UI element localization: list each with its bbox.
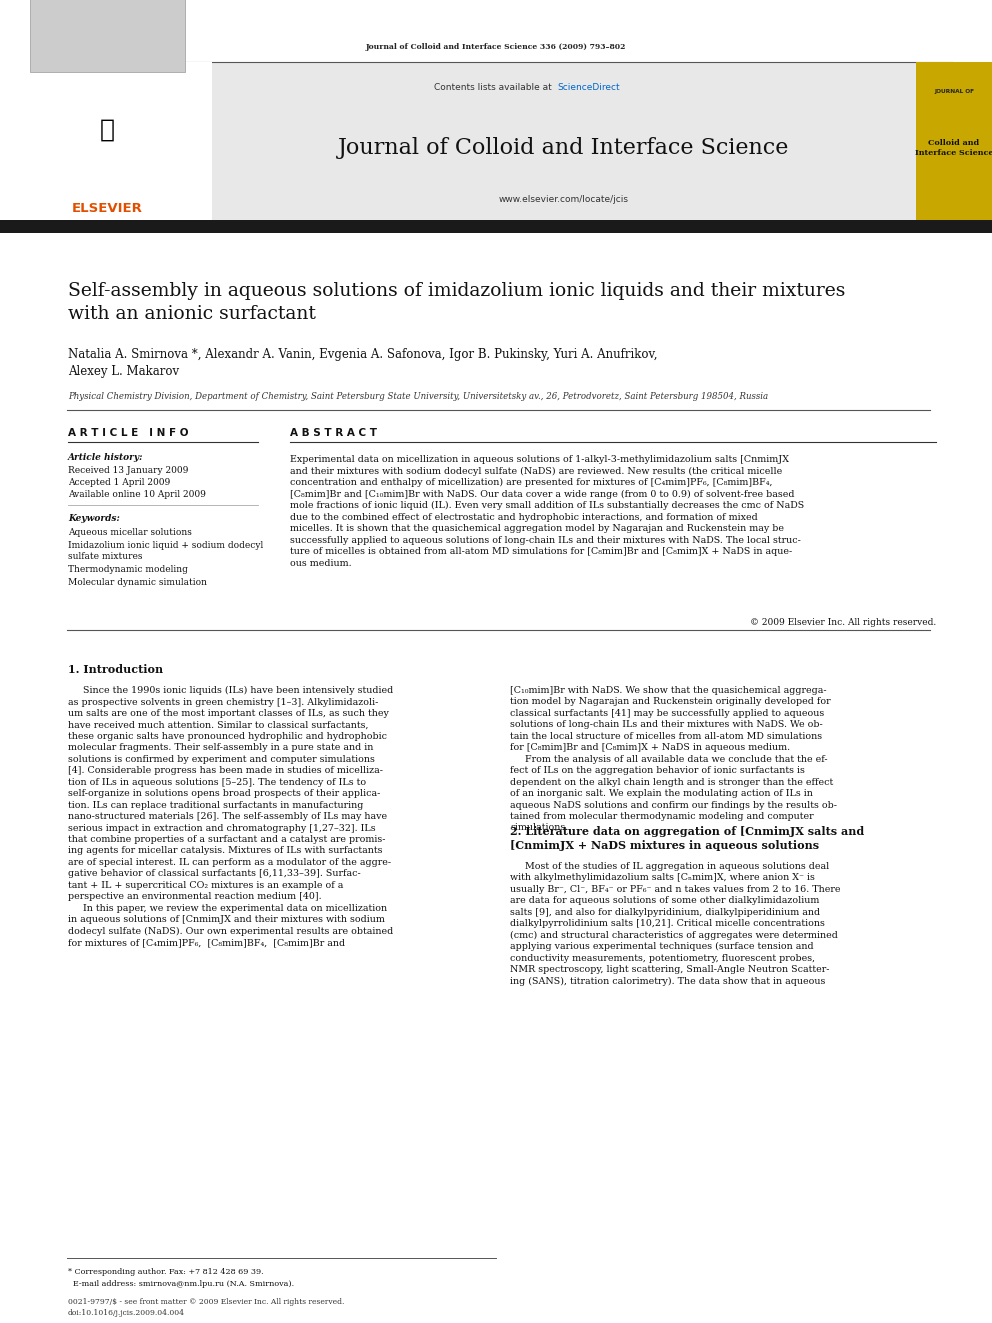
Text: www.elsevier.com/locate/jcis: www.elsevier.com/locate/jcis (499, 196, 629, 205)
Text: Natalia A. Smirnova *, Alexandr A. Vanin, Evgenia A. Safonova, Igor B. Pukinsky,: Natalia A. Smirnova *, Alexandr A. Vanin… (68, 348, 658, 378)
Bar (0, 220, 992, 233)
Text: 0021-9797/$ - see front matter © 2009 Elsevier Inc. All rights reserved.: 0021-9797/$ - see front matter © 2009 El… (68, 1298, 344, 1306)
Text: Received 13 January 2009: Received 13 January 2009 (68, 466, 188, 475)
Text: Aqueous micellar solutions: Aqueous micellar solutions (68, 528, 191, 537)
Text: Physical Chemistry Division, Department of Chemistry, Saint Petersburg State Uni: Physical Chemistry Division, Department … (68, 392, 768, 401)
Text: Self-assembly in aqueous solutions of imidazolium ionic liquids and their mixtur: Self-assembly in aqueous solutions of im… (68, 282, 845, 323)
Text: Available online 10 April 2009: Available online 10 April 2009 (68, 490, 206, 499)
Text: 1. Introduction: 1. Introduction (68, 664, 163, 675)
Text: Molecular dynamic simulation: Molecular dynamic simulation (68, 578, 207, 587)
Bar (916, 62, 992, 220)
Text: [C₁₀mim]Br with NaDS. We show that the quasichemical aggrega-
tion model by Naga: [C₁₀mim]Br with NaDS. We show that the q… (510, 687, 837, 832)
Bar (0, 62, 212, 220)
Text: Experimental data on micellization in aqueous solutions of 1-alkyl-3-methylimida: Experimental data on micellization in aq… (290, 455, 805, 568)
Text: doi:10.1016/j.jcis.2009.04.004: doi:10.1016/j.jcis.2009.04.004 (68, 1308, 185, 1316)
Text: 2. Literature data on aggregation of [CnmimJX salts and
[CnmimJX + NaDS mixtures: 2. Literature data on aggregation of [Cn… (510, 826, 864, 851)
Text: A R T I C L E   I N F O: A R T I C L E I N F O (68, 429, 188, 438)
Text: ELSEVIER: ELSEVIER (71, 201, 143, 214)
Text: Journal of Colloid and Interface Science 336 (2009) 793–802: Journal of Colloid and Interface Science… (366, 44, 626, 52)
Text: Contents lists available at: Contents lists available at (434, 83, 555, 93)
Text: JOURNAL OF: JOURNAL OF (933, 90, 974, 94)
Text: Thermodynamic modeling: Thermodynamic modeling (68, 565, 187, 574)
Bar (30, 0, 185, 71)
Text: E-mail address: smirnova@nm.lpu.ru (N.A. Smirnova).: E-mail address: smirnova@nm.lpu.ru (N.A.… (68, 1279, 294, 1289)
Text: A B S T R A C T: A B S T R A C T (290, 429, 377, 438)
Bar (0, 62, 916, 220)
Text: Keywords:: Keywords: (68, 515, 120, 523)
Text: Accepted 1 April 2009: Accepted 1 April 2009 (68, 478, 171, 487)
Text: Journal of Colloid and Interface Science: Journal of Colloid and Interface Science (338, 138, 790, 159)
Text: Imidazolium ionic liquid + sodium dodecyl
sulfate mixtures: Imidazolium ionic liquid + sodium dodecy… (68, 541, 263, 561)
Text: Since the 1990s ionic liquids (ILs) have been intensively studied
as prospective: Since the 1990s ionic liquids (ILs) have… (68, 687, 393, 947)
Text: Most of the studies of IL aggregation in aqueous solutions deal
with alkylmethyl: Most of the studies of IL aggregation in… (510, 863, 840, 986)
Text: © 2009 Elsevier Inc. All rights reserved.: © 2009 Elsevier Inc. All rights reserved… (750, 618, 936, 627)
Text: Colloid and
Interface Science: Colloid and Interface Science (915, 139, 992, 157)
Text: * Corresponding author. Fax: +7 812 428 69 39.: * Corresponding author. Fax: +7 812 428 … (68, 1267, 264, 1275)
Text: Article history:: Article history: (68, 452, 144, 462)
Text: 🌳: 🌳 (99, 118, 114, 142)
Text: ScienceDirect: ScienceDirect (557, 83, 620, 93)
